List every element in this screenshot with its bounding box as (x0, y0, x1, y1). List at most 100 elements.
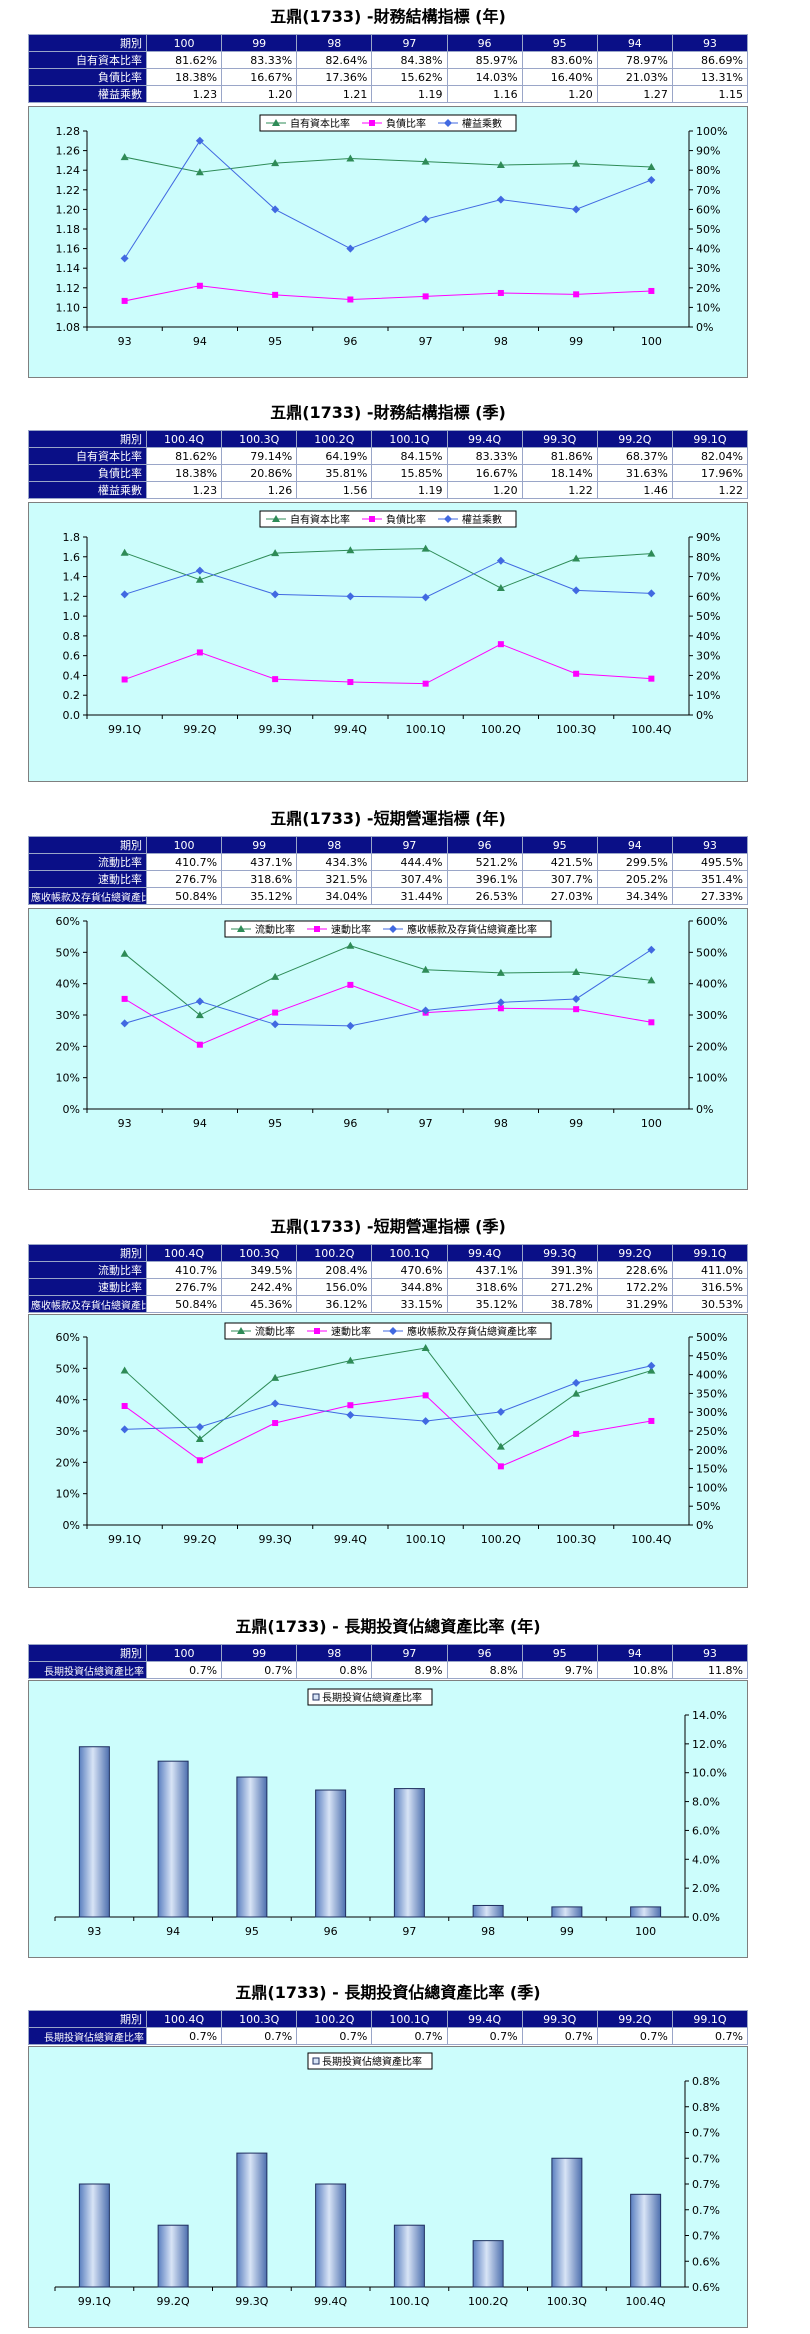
table-cell: 50.84% (145, 887, 223, 905)
data-point (195, 1435, 204, 1443)
table-row: 速動比率 276.7% 242.4% 156.0% 344.8% 318.6% … (28, 1278, 749, 1296)
left-tick-label: 20% (56, 1456, 80, 1469)
data-point (120, 1366, 129, 1374)
legend-label: 流動比率 (255, 923, 295, 936)
table-cell: 1.22 (521, 481, 598, 499)
data-point (346, 154, 355, 162)
chart-area: 0% 10% 20% 30% 40% 50% 60% 0% 100% 200% 300% 400% 50… (28, 908, 748, 1190)
left-tick-label: 60% (56, 915, 80, 928)
right-tick-label: 200% (696, 1040, 727, 1053)
section-title: 五鼎(1733) - 長期投資佔總資產比率 (年) (235, 1617, 541, 1636)
row-label: 負債比率 (28, 464, 147, 482)
table-cell: 351.4% (671, 870, 749, 888)
data-point (195, 136, 204, 145)
legend-marker (369, 120, 375, 126)
section-title: 五鼎(1733) -短期營運指標 (年) (270, 809, 506, 828)
right-tick-label: 0.7% (692, 2152, 720, 2165)
right-tick-label: 10% (696, 301, 720, 314)
table-cell: 14.03% (446, 68, 523, 86)
table-row: 權益乘數 1.23 1.26 1.56 1.19 1.20 1.22 1.46 … (28, 481, 749, 499)
table-cell: 33.15% (371, 1295, 448, 1313)
legend-label: 長期投資佔總資產比率 (322, 2055, 422, 2068)
x-tick-label: 100.1Q (389, 2295, 429, 2308)
data-point (272, 1420, 279, 1427)
column-header: 99.1Q (671, 1244, 749, 1262)
legend-marker (272, 119, 280, 126)
section-short-term-annual: 五鼎(1733) -短期營運指標 (年) 期別 100 99 98 97 96 … (28, 806, 749, 1194)
table-cell: 30.53% (671, 1295, 749, 1313)
table-cell: 1.15 (671, 85, 749, 103)
table-cell: 1.20 (521, 85, 598, 103)
data-point (421, 965, 430, 973)
table-cell: 0.7% (521, 2027, 598, 2045)
table-cell: 81.62% (145, 447, 223, 465)
row-label: 自有資本比率 (28, 447, 147, 465)
x-tick-label: 97 (419, 335, 433, 348)
data-point (496, 195, 505, 204)
data-point (272, 291, 279, 298)
table-row: 應收帳款及存貨佔總資產比率 50.84% 35.12% 34.04% 31.44… (28, 887, 749, 905)
left-tick-label: 1.8 (63, 531, 81, 544)
series-line-1 (124, 984, 652, 1046)
data-point (421, 1344, 430, 1352)
column-header: 96 (446, 34, 523, 52)
data-table: 期別 100.4Q 100.3Q 100.2Q 100.1Q 99.4Q 99.… (28, 2010, 749, 2045)
column-header: 100 (145, 34, 223, 52)
x-tick-label: 95 (268, 1117, 282, 1130)
data-point (121, 1402, 128, 1409)
legend-marker (272, 515, 280, 522)
table-row: 流動比率 410.7% 349.5% 208.4% 470.6% 437.1% … (28, 1261, 749, 1279)
data-point (271, 1373, 280, 1381)
section-financial-structure-annual: 五鼎(1733) -財務結構指標 (年) 期別 100 99 98 97 96 … (28, 4, 749, 380)
column-header: 93 (671, 1644, 749, 1662)
column-header: 100.3Q (221, 430, 298, 448)
legend-label: 負債比率 (386, 513, 426, 526)
data-point (573, 670, 580, 677)
column-header: 100.2Q (296, 2010, 373, 2028)
data-point (347, 981, 354, 988)
legend-marker (389, 1327, 397, 1335)
bar (630, 1906, 662, 1918)
legend-box (307, 2052, 433, 2070)
right-tick-label: 70% (696, 571, 720, 584)
column-header: 100 (145, 1644, 223, 1662)
x-tick-label: 95 (268, 335, 282, 348)
table-cell: 86.69% (671, 51, 749, 69)
right-tick-label: 10.0% (692, 1767, 727, 1780)
data-point (271, 1020, 280, 1029)
x-tick-label: 100.3Q (556, 723, 596, 736)
table-cell: 15.85% (371, 464, 448, 482)
left-tick-label: 1.6 (63, 551, 81, 564)
bar (472, 2240, 504, 2288)
right-tick-label: 40% (696, 243, 720, 256)
table-cell: 83.33% (221, 51, 298, 69)
table-cell: 8.8% (446, 1661, 523, 1679)
bar (393, 1788, 425, 1918)
table-cell: 437.1% (221, 853, 298, 871)
bar (315, 1789, 347, 1918)
legend-marker (369, 516, 375, 522)
table-header-row: 期別 100.4Q 100.3Q 100.2Q 100.1Q 99.4Q 99.… (28, 2010, 749, 2028)
left-tick-label: 0.4 (63, 669, 81, 682)
x-tick-label: 99.3Q (259, 723, 292, 736)
right-tick-label: 0.0% (692, 1911, 720, 1924)
data-point (271, 205, 280, 214)
bar (157, 1760, 189, 1918)
table-cell: 83.33% (446, 447, 523, 465)
chart-area: 0.6% 0.6% 0.7% 0.7% 0.7% 0.7% 0.7% 0.8% 0.8% 99.1… (28, 2046, 748, 2328)
data-point (572, 968, 581, 976)
x-tick-label: 100.3Q (556, 1533, 596, 1546)
table-header-row: 期別 100.4Q 100.3Q 100.2Q 100.1Q 99.4Q 99.… (28, 1244, 749, 1262)
right-tick-label: 100% (696, 1072, 727, 1085)
table-cell: 421.5% (521, 853, 598, 871)
table-cell: 444.4% (371, 853, 448, 871)
data-point (346, 1356, 355, 1364)
right-tick-label: 0.6% (692, 2281, 720, 2294)
table-cell: 18.38% (145, 68, 223, 86)
table-cell: 470.6% (371, 1261, 448, 1279)
left-tick-label: 1.18 (56, 223, 81, 236)
table-cell: 1.46 (596, 481, 673, 499)
data-table: 期別 100 99 98 97 96 95 94 93 自有資本比率 81.62… (28, 34, 749, 103)
left-tick-label: 0.0 (63, 709, 81, 722)
data-point (271, 590, 280, 599)
